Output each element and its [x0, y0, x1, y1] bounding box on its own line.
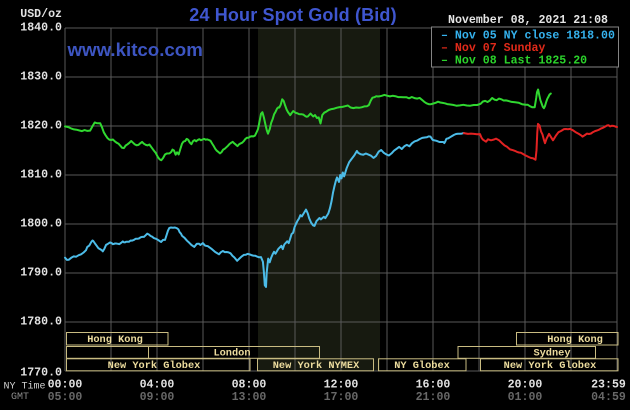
- svg-text:1810.0: 1810.0: [20, 169, 62, 182]
- svg-text:London: London: [213, 348, 250, 360]
- svg-text:20:00: 20:00: [508, 379, 543, 392]
- svg-text:09:00: 09:00: [140, 391, 175, 404]
- svg-text:17:00: 17:00: [324, 391, 359, 404]
- svg-text:01:00: 01:00: [508, 391, 543, 404]
- svg-text:23:59: 23:59: [591, 379, 626, 392]
- svg-text:1780.0: 1780.0: [20, 316, 62, 329]
- svg-text:1830.0: 1830.0: [20, 71, 62, 84]
- svg-text:1800.0: 1800.0: [20, 218, 62, 231]
- svg-text:04:00: 04:00: [140, 379, 175, 392]
- svg-text:24 Hour Spot Gold (Bid): 24 Hour Spot Gold (Bid): [189, 5, 396, 25]
- svg-text:USD/oz: USD/oz: [20, 8, 62, 21]
- svg-text:16:00: 16:00: [416, 379, 451, 392]
- svg-text:21:00: 21:00: [416, 391, 451, 404]
- svg-text:1820.0: 1820.0: [20, 120, 62, 133]
- svg-text:– Nov 07 Sunday: – Nov 07 Sunday: [441, 42, 545, 55]
- svg-text:New York Globex: New York Globex: [108, 360, 201, 372]
- svg-text:05:00: 05:00: [48, 391, 83, 404]
- svg-text:1770.0: 1770.0: [20, 367, 62, 380]
- svg-text:– Nov 08 Last 1825.20: – Nov 08 Last 1825.20: [441, 55, 587, 68]
- svg-text:12:00: 12:00: [324, 379, 359, 392]
- svg-text:New York Globex: New York Globex: [504, 360, 597, 372]
- svg-text:1840.0: 1840.0: [20, 22, 62, 35]
- svg-text:08:00: 08:00: [232, 379, 267, 392]
- svg-text:GMT: GMT: [11, 392, 29, 403]
- svg-text:www.kitco.com: www.kitco.com: [67, 39, 203, 60]
- svg-text:00:00: 00:00: [48, 379, 83, 392]
- svg-text:1790.0: 1790.0: [20, 267, 62, 280]
- svg-text:November 08, 2021 21:08: November 08, 2021 21:08: [448, 14, 608, 27]
- svg-text:04:59: 04:59: [591, 391, 626, 404]
- svg-text:13:00: 13:00: [232, 391, 267, 404]
- svg-text:NY Globex: NY Globex: [394, 360, 450, 372]
- svg-text:– Nov 05 NY close 1818.00: – Nov 05 NY close 1818.00: [441, 30, 615, 43]
- svg-text:New York NYMEX: New York NYMEX: [273, 360, 360, 372]
- svg-text:NY Time: NY Time: [4, 381, 46, 393]
- svg-text:Sydney: Sydney: [533, 348, 570, 360]
- svg-text:Hong Kong: Hong Kong: [87, 334, 143, 346]
- svg-text:Hong Kong: Hong Kong: [547, 334, 603, 346]
